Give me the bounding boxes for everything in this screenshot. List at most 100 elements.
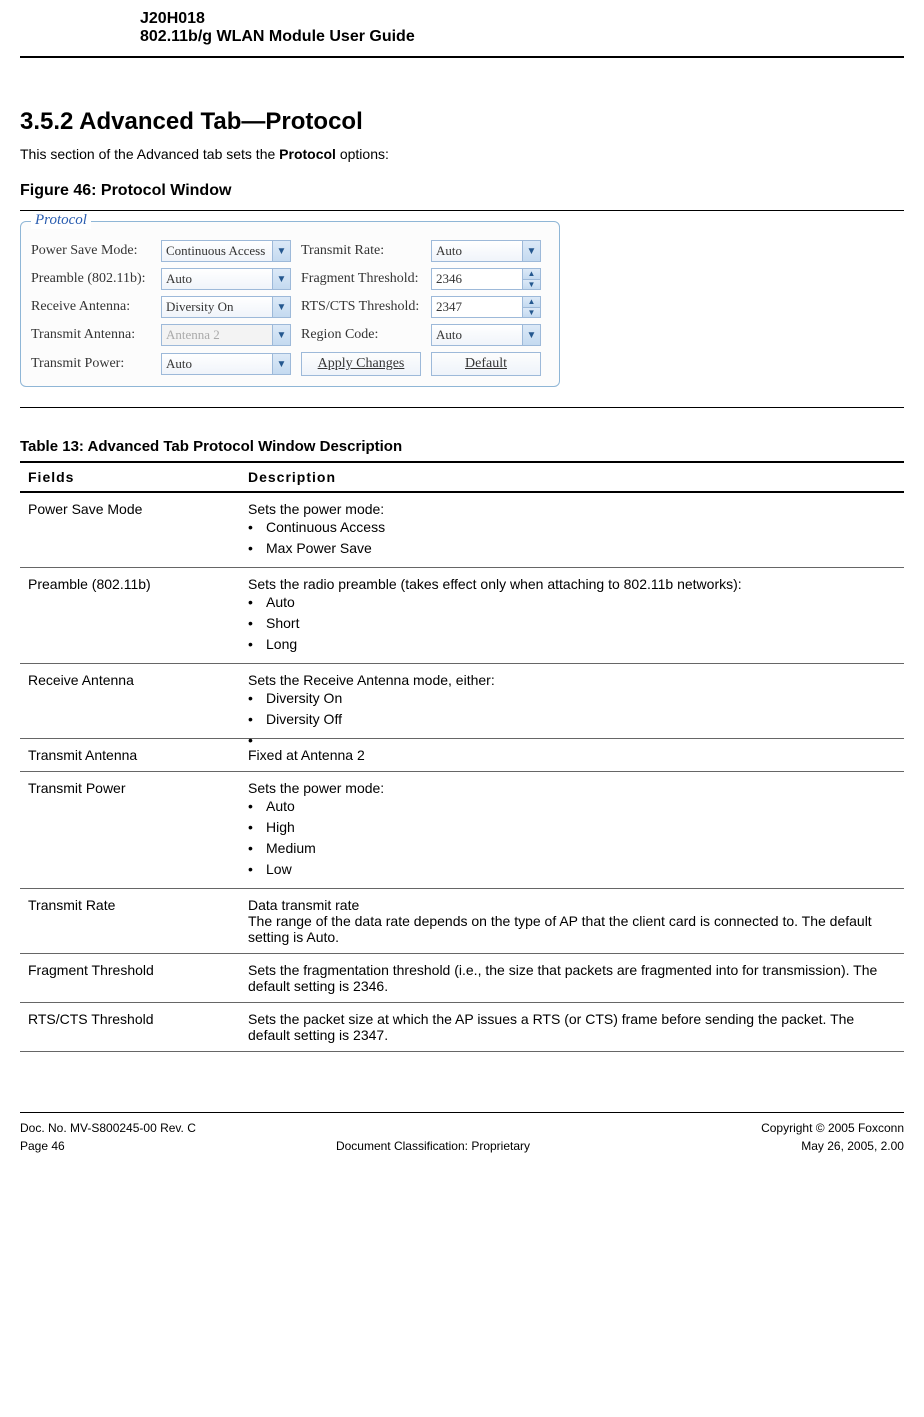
preamble-label: Preamble (802.11b): bbox=[31, 271, 151, 287]
spinner-up-icon[interactable]: ▲ bbox=[523, 269, 540, 280]
transmit-rate-label: Transmit Rate: bbox=[301, 243, 421, 259]
bullet-list: AutoShortLong bbox=[248, 592, 896, 655]
spinner-down-icon[interactable]: ▼ bbox=[523, 308, 540, 318]
description-cell: Sets the power mode:Continuous AccessMax… bbox=[240, 492, 904, 568]
description-lead: Sets the radio preamble (takes effect on… bbox=[248, 576, 896, 592]
chevron-down-icon: ▼ bbox=[272, 297, 290, 317]
description-cell: Sets the power mode:AutoHighMediumLow bbox=[240, 772, 904, 889]
table-row: Preamble (802.11b) Sets the radio preambl… bbox=[20, 568, 904, 664]
doc-footer: Doc. No. MV-S800245-00 Rev. C Copyright … bbox=[20, 1112, 904, 1135]
footer-page: Page 46 bbox=[20, 1139, 65, 1153]
bullet-item: Long bbox=[248, 634, 896, 655]
chevron-down-icon: ▼ bbox=[272, 269, 290, 289]
description-cell: Data transmit rateThe range of the data … bbox=[240, 889, 904, 954]
description-lead: Sets the power mode: bbox=[248, 501, 896, 517]
bullet-item: Medium bbox=[248, 838, 896, 859]
spinner-down-icon[interactable]: ▼ bbox=[523, 280, 540, 290]
description-lead: Sets the fragmentation threshold (i.e., … bbox=[248, 962, 896, 994]
description-lead: Data transmit rate bbox=[248, 897, 896, 913]
chevron-down-icon: ▼ bbox=[272, 325, 290, 345]
protocol-legend: Protocol bbox=[31, 212, 91, 229]
field-cell: RTS/CTS Threshold bbox=[20, 1003, 240, 1052]
figure-caption: Figure 46: Protocol Window bbox=[20, 182, 904, 200]
protocol-groupbox: Protocol Power Save Mode: Continuous Acc… bbox=[20, 221, 560, 387]
bullet-item: High bbox=[248, 817, 896, 838]
field-cell: Transmit Rate bbox=[20, 889, 240, 954]
power-save-dropdown[interactable]: Continuous Access▼ bbox=[161, 240, 291, 262]
bullet-item: Diversity Off bbox=[248, 709, 896, 730]
power-save-label: Power Save Mode: bbox=[31, 243, 151, 259]
intro-suffix: options: bbox=[336, 146, 389, 162]
section-heading: 3.5.2 Advanced Tab—Protocol bbox=[20, 108, 904, 136]
transmit-antenna-dropdown: Antenna 2▼ bbox=[161, 324, 291, 346]
table-row: Transmit RateData transmit rateThe range… bbox=[20, 889, 904, 954]
table-row: Fragment ThresholdSets the fragmentation… bbox=[20, 954, 904, 1003]
doc-header: J20H018 802.11b/g WLAN Module User Guide bbox=[20, 0, 904, 58]
bullet-item: Continuous Access bbox=[248, 517, 896, 538]
section-intro: This section of the Advanced tab sets th… bbox=[20, 146, 904, 162]
preamble-dropdown[interactable]: Auto▼ bbox=[161, 268, 291, 290]
table-row: Transmit PowerSets the power mode:AutoHi… bbox=[20, 772, 904, 889]
description-lead: Fixed at Antenna 2 bbox=[248, 747, 896, 763]
transmit-power-dropdown[interactable]: Auto▼ bbox=[161, 353, 291, 375]
footer-date: May 26, 2005, 2.00 bbox=[801, 1139, 904, 1153]
description-tail: The range of the data rate depends on th… bbox=[248, 913, 896, 945]
spinner-buttons[interactable]: ▲▼ bbox=[522, 269, 540, 289]
description-cell: Sets the packet size at which the AP iss… bbox=[240, 1003, 904, 1052]
footer-copyright: Copyright © 2005 Foxconn bbox=[761, 1121, 904, 1135]
description-lead: Sets the power mode: bbox=[248, 780, 896, 796]
figure-rule-bottom bbox=[20, 407, 904, 408]
field-cell: Transmit Antenna bbox=[20, 739, 240, 772]
doc-footer-row2: Page 46 Document Classification: Proprie… bbox=[20, 1135, 904, 1153]
doc-code: J20H018 bbox=[140, 10, 904, 28]
description-lead: Sets the Receive Antenna mode, either: bbox=[248, 672, 896, 688]
field-cell: Transmit Power bbox=[20, 772, 240, 889]
intro-bold: Protocol bbox=[279, 146, 336, 162]
bullet-list: AutoHighMediumLow bbox=[248, 796, 896, 880]
frag-threshold-spinner[interactable]: 2346▲▼ bbox=[431, 268, 541, 290]
field-cell: Fragment Threshold bbox=[20, 954, 240, 1003]
intro-prefix: This section of the Advanced tab sets th… bbox=[20, 146, 279, 162]
field-cell: Receive Antenna bbox=[20, 664, 240, 739]
bullet-list: Continuous AccessMax Power Save bbox=[248, 517, 896, 559]
bullet-item: Auto bbox=[248, 592, 896, 613]
description-lead: Sets the packet size at which the AP iss… bbox=[248, 1011, 896, 1043]
chevron-down-icon: ▼ bbox=[522, 241, 540, 261]
default-button[interactable]: Default bbox=[431, 352, 541, 376]
th-description: Description bbox=[240, 462, 904, 492]
description-cell: Sets the radio preamble (takes effect on… bbox=[240, 568, 904, 664]
region-code-label: Region Code: bbox=[301, 327, 421, 343]
description-cell: Fixed at Antenna 2 bbox=[240, 739, 904, 772]
receive-antenna-label: Receive Antenna: bbox=[31, 299, 151, 315]
bullet-item: Diversity On bbox=[248, 688, 896, 709]
description-cell: Sets the Receive Antenna mode, either:Di… bbox=[240, 664, 904, 739]
receive-antenna-dropdown[interactable]: Diversity On▼ bbox=[161, 296, 291, 318]
bullet-item: Max Power Save bbox=[248, 538, 896, 559]
frag-threshold-label: Fragment Threshold: bbox=[301, 271, 421, 287]
region-code-dropdown[interactable]: Auto▼ bbox=[431, 324, 541, 346]
spinner-buttons[interactable]: ▲▼ bbox=[522, 297, 540, 317]
apply-changes-button[interactable]: Apply Changes bbox=[301, 352, 421, 376]
bullet-item: Auto bbox=[248, 796, 896, 817]
table-row: Transmit Antenna Fixed at Antenna 2 bbox=[20, 739, 904, 772]
description-table: Fields Description Power Save ModeSets t… bbox=[20, 461, 904, 1052]
figure-rule bbox=[20, 210, 904, 211]
field-cell: Preamble (802.11b) bbox=[20, 568, 240, 664]
field-cell: Power Save Mode bbox=[20, 492, 240, 568]
spinner-up-icon[interactable]: ▲ bbox=[523, 297, 540, 308]
rts-threshold-label: RTS/CTS Threshold: bbox=[301, 299, 421, 315]
bullet-item: Short bbox=[248, 613, 896, 634]
table-caption: Table 13: Advanced Tab Protocol Window D… bbox=[20, 438, 904, 455]
th-fields: Fields bbox=[20, 462, 240, 492]
table-row: Receive AntennaSets the Receive Antenna … bbox=[20, 664, 904, 739]
bullet-list: Diversity OnDiversity Off bbox=[248, 688, 896, 730]
transmit-rate-dropdown[interactable]: Auto▼ bbox=[431, 240, 541, 262]
transmit-power-label: Transmit Power: bbox=[31, 356, 151, 372]
table-row: RTS/CTS ThresholdSets the packet size at… bbox=[20, 1003, 904, 1052]
rts-threshold-spinner[interactable]: 2347▲▼ bbox=[431, 296, 541, 318]
footer-classification: Document Classification: Proprietary bbox=[336, 1139, 530, 1153]
chevron-down-icon: ▼ bbox=[522, 325, 540, 345]
chevron-down-icon: ▼ bbox=[272, 241, 290, 261]
footer-docno: Doc. No. MV-S800245-00 Rev. C bbox=[20, 1121, 196, 1135]
transmit-antenna-label: Transmit Antenna: bbox=[31, 327, 151, 343]
